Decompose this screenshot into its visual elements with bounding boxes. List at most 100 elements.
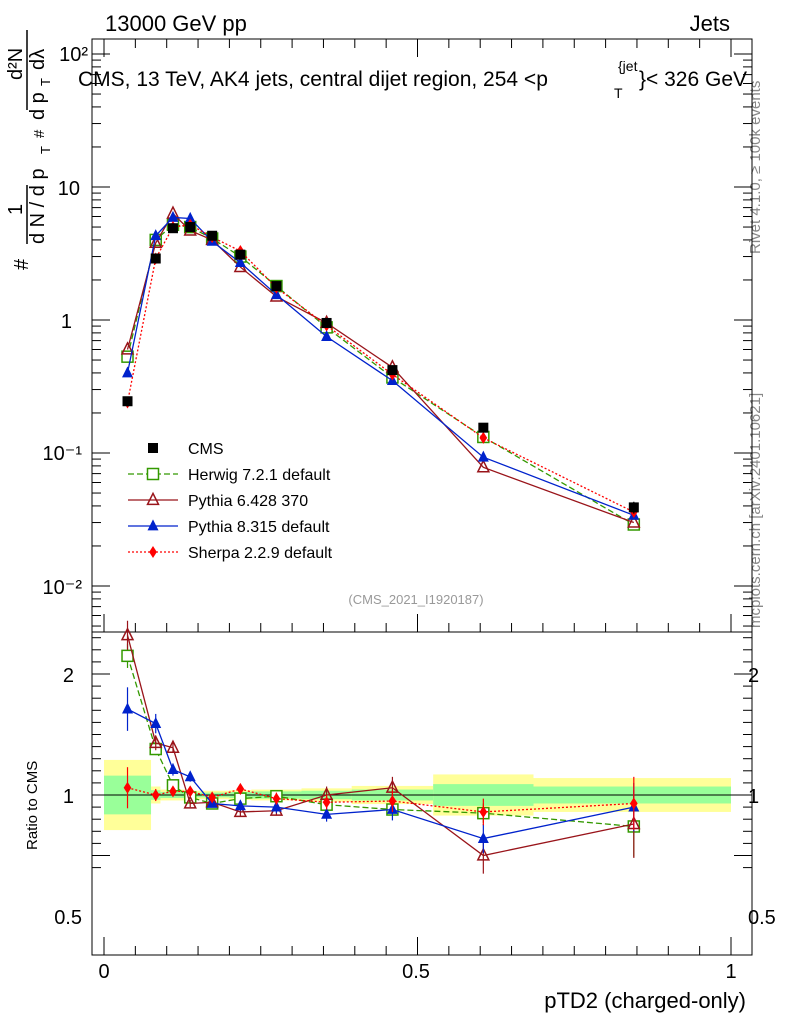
- legend-entry: Sherpa 2.2.9 default: [128, 545, 333, 562]
- ratio-point: [184, 770, 196, 782]
- cms-point: [207, 230, 218, 241]
- ratio-point: [234, 799, 246, 811]
- legend-marker: [146, 491, 160, 506]
- ratio-point: [151, 788, 160, 802]
- ytick-label-0.1: 10⁻¹: [43, 443, 83, 465]
- legend-marker: [148, 443, 158, 453]
- ylabel-hash1: #: [11, 258, 33, 270]
- ratio-point: [321, 807, 333, 819]
- cms-point: [478, 422, 489, 433]
- ratio-point: [322, 796, 331, 809]
- series-point: [149, 234, 163, 249]
- ratio-point: [270, 800, 282, 812]
- series-point: [184, 211, 196, 223]
- main-plot-frame: [91, 38, 753, 633]
- ylabel-one: 1: [5, 204, 27, 215]
- ratio-point: [629, 797, 638, 810]
- x-ticks: [103, 39, 732, 955]
- ylabel-T2: T: [38, 78, 53, 86]
- legend-label: Herwig 7.2.1 default: [188, 467, 331, 484]
- main-y-ticks: [92, 53, 752, 627]
- ratio-tick-label-2-right: 2: [748, 665, 759, 687]
- legend-entry: Pythia 8.315 default: [128, 519, 330, 536]
- series-point: [121, 350, 134, 363]
- legend-label: CMS: [188, 441, 224, 458]
- legend-entry: Herwig 7.2.1 default: [128, 467, 331, 484]
- ratio-point: [183, 795, 197, 809]
- legend-entry: Pythia 6.428 370: [128, 491, 308, 510]
- ratio-series-sherpa-2-2-9-default: [123, 767, 638, 831]
- legend-marker: [147, 519, 159, 531]
- ratio-line: [127, 708, 634, 840]
- ratio-point: [236, 782, 245, 795]
- cms-point: [628, 502, 639, 513]
- header-left: 13000 GeV pp: [105, 11, 247, 36]
- main-series-layer: [120, 205, 641, 531]
- ratio-series-herwig-7-2-1-default: [121, 643, 641, 857]
- legend-marker: [146, 467, 160, 481]
- legend: CMS Herwig 7.2.1 default Pythia 6.428 370 P…: [128, 441, 333, 562]
- ratio-line: [126, 635, 634, 857]
- ratio-point: [388, 795, 397, 808]
- series-point: [167, 210, 179, 222]
- ratio-series-pythia-8-315-default: [122, 687, 640, 854]
- ratio-tick-label-1-right: 1: [748, 786, 759, 808]
- legend-marker: [149, 545, 157, 559]
- ratio-point: [149, 734, 163, 749]
- cms-point: [387, 365, 398, 376]
- ytick-label-10: 10: [58, 178, 80, 200]
- xtick-label-1: 1: [725, 961, 736, 983]
- ratio-point: [122, 702, 134, 714]
- ratio-series-layer: [120, 620, 641, 874]
- ylabel-T1: T: [38, 146, 53, 154]
- ytick-label-1: 1: [61, 311, 72, 333]
- series-cms-data: [122, 222, 639, 514]
- cms-point: [185, 222, 196, 233]
- cms-point: [122, 396, 133, 407]
- series-point: [321, 330, 333, 342]
- ratio-point: [167, 762, 179, 774]
- cms-point: [271, 281, 282, 292]
- series-point: [476, 459, 491, 473]
- mcplots-label: mcplots.cern.ch [arXiv:2401.10621]: [747, 393, 764, 628]
- ratio-tick-label-0.5: 0.5: [54, 907, 82, 929]
- cms-point: [235, 249, 246, 260]
- legend-label: Sherpa 2.2.9 default: [188, 545, 333, 562]
- ylabel-hash2: #: [31, 129, 48, 138]
- ratio-point: [477, 831, 489, 843]
- ratio-point: [233, 803, 248, 818]
- series-point: [120, 341, 135, 355]
- ratio-tick-label-1: 1: [63, 786, 74, 808]
- plot-title: CMS, 13 TeV, AK4 jets, central dijet reg…: [78, 58, 747, 101]
- ylabel-dpT: d p: [27, 92, 49, 120]
- ylabel-dN: d N / d p: [27, 168, 49, 244]
- ratio-tick-label-0.5-right: 0.5: [748, 907, 776, 929]
- series-point: [627, 514, 641, 528]
- title-sup: {jet: [618, 58, 638, 74]
- legend-entry: CMS: [148, 441, 224, 458]
- series-point: [479, 431, 488, 444]
- ratio-point: [208, 791, 217, 804]
- cms-point: [150, 253, 161, 264]
- ratio-point: [479, 805, 488, 818]
- ylabel-d2N: d²N: [5, 48, 27, 80]
- ylabel-dlambda: dλ: [27, 49, 49, 70]
- y-axis-label: # 1 d N / d p T # d²N d p T dλ: [5, 30, 53, 270]
- series-point: [122, 366, 134, 378]
- ratio-series-pythia-6-428-370: [120, 620, 641, 874]
- legend-label: Pythia 6.428 370: [188, 493, 308, 510]
- ratio-tick-label-2: 2: [63, 665, 74, 687]
- ratio-point: [123, 781, 132, 794]
- ratio-plot-frame: [91, 631, 753, 956]
- cms-point: [167, 223, 178, 234]
- title-end: }< 326 GeV: [639, 68, 747, 91]
- ratio-point: [169, 785, 177, 798]
- series-pythia-8-315-default: [122, 210, 640, 520]
- xtick-label-0: 0: [98, 961, 109, 983]
- ratio-point: [150, 717, 162, 729]
- cms-point: [321, 317, 332, 328]
- ratio-y-ticks: [92, 637, 752, 869]
- ratio-point: [166, 739, 180, 753]
- ytick-label-0.01: 10⁻²: [43, 577, 83, 599]
